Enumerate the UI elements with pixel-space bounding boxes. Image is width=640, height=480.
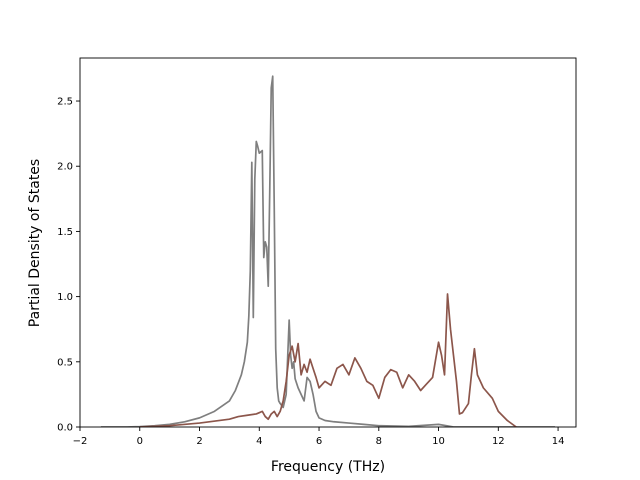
series-line-1 [100, 75, 556, 427]
series-line-2 [139, 293, 517, 427]
y-tick-label: 1.5 [57, 227, 73, 238]
plot-area [100, 75, 556, 427]
x-tick-label: 10 [432, 436, 445, 447]
y-tick-label: 2.5 [57, 97, 73, 108]
x-tick-label: 14 [552, 436, 565, 447]
x-tick-label: 8 [376, 436, 382, 447]
y-tick-label: 0.5 [57, 357, 73, 368]
x-tick-label: 6 [316, 436, 322, 447]
x-tick-label: 2 [196, 436, 202, 447]
y-tick-label: 0.0 [57, 423, 73, 434]
axes: −2 0 2 4 6 8 10 12 14 0.0 0.5 1.0 1.5 2.0 2.5 [57, 57, 577, 447]
x-tick-label: 0 [137, 436, 143, 447]
axes-frame [79, 57, 577, 428]
x-tick-label: 4 [256, 436, 262, 447]
x-axis-label: Frequency (THz) [271, 459, 385, 475]
y-tick-label: 2.0 [57, 162, 73, 173]
x-tick-label: 12 [492, 436, 505, 447]
y-tick-label: 1.0 [57, 292, 73, 303]
y-axis-label: Partial Density of States [27, 159, 43, 327]
x-tick-label: −2 [73, 436, 88, 447]
